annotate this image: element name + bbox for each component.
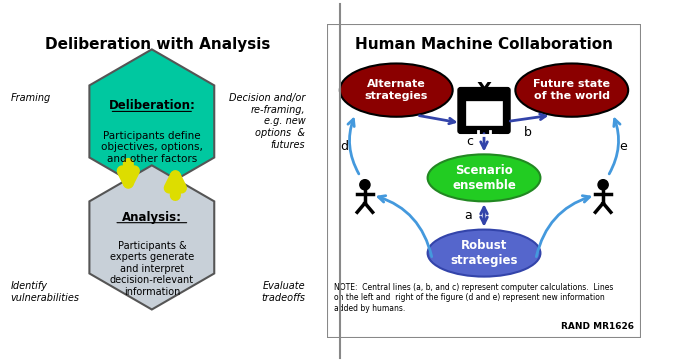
Text: Decision and/or
re-framing,
e.g. new
options  &
futures: Decision and/or re-framing, e.g. new opt… — [229, 93, 306, 150]
Text: Evaluate
tradeoffs: Evaluate tradeoffs — [262, 281, 306, 303]
Text: Framing: Framing — [11, 93, 51, 103]
Text: Scenario
ensemble: Scenario ensemble — [452, 164, 516, 192]
FancyBboxPatch shape — [466, 101, 502, 125]
Text: e: e — [620, 140, 627, 153]
Text: Alternate
strategies: Alternate strategies — [364, 79, 428, 101]
FancyBboxPatch shape — [327, 24, 640, 338]
Polygon shape — [90, 49, 214, 194]
Ellipse shape — [515, 63, 628, 117]
FancyArrowPatch shape — [378, 196, 432, 257]
Text: a: a — [464, 209, 472, 222]
Circle shape — [598, 180, 608, 190]
Text: RAND MR1626: RAND MR1626 — [562, 323, 634, 332]
FancyArrowPatch shape — [536, 196, 590, 257]
FancyArrowPatch shape — [609, 119, 620, 174]
FancyBboxPatch shape — [458, 88, 510, 133]
FancyArrowPatch shape — [348, 119, 359, 174]
Text: Participants define
objectives, options,
and other factors: Participants define objectives, options,… — [101, 131, 203, 164]
Text: NOTE:  Central lines (a, b, and c) represent computer calculations.  Lines
on th: NOTE: Central lines (a, b, and c) repres… — [334, 283, 613, 313]
Circle shape — [360, 180, 370, 190]
Text: d: d — [340, 140, 349, 153]
Ellipse shape — [427, 230, 540, 277]
Text: Robust
strategies: Robust strategies — [450, 239, 518, 267]
Text: X: X — [477, 81, 492, 100]
Ellipse shape — [427, 154, 540, 201]
Text: Future state
of the world: Future state of the world — [533, 79, 610, 101]
Ellipse shape — [340, 63, 453, 117]
Text: c: c — [466, 135, 473, 148]
Text: Deliberation with Analysis: Deliberation with Analysis — [45, 37, 271, 52]
Polygon shape — [90, 165, 214, 310]
Text: Human Machine Collaboration: Human Machine Collaboration — [355, 37, 613, 52]
Text: Analysis:: Analysis: — [122, 211, 182, 224]
Text: Deliberation:: Deliberation: — [108, 99, 195, 112]
Text: Participants &
experts generate
and interpret
decision-relevant
information: Participants & experts generate and inte… — [110, 240, 194, 297]
Text: b: b — [524, 126, 532, 139]
Text: Identify
vulnerabilities: Identify vulnerabilities — [11, 281, 79, 303]
